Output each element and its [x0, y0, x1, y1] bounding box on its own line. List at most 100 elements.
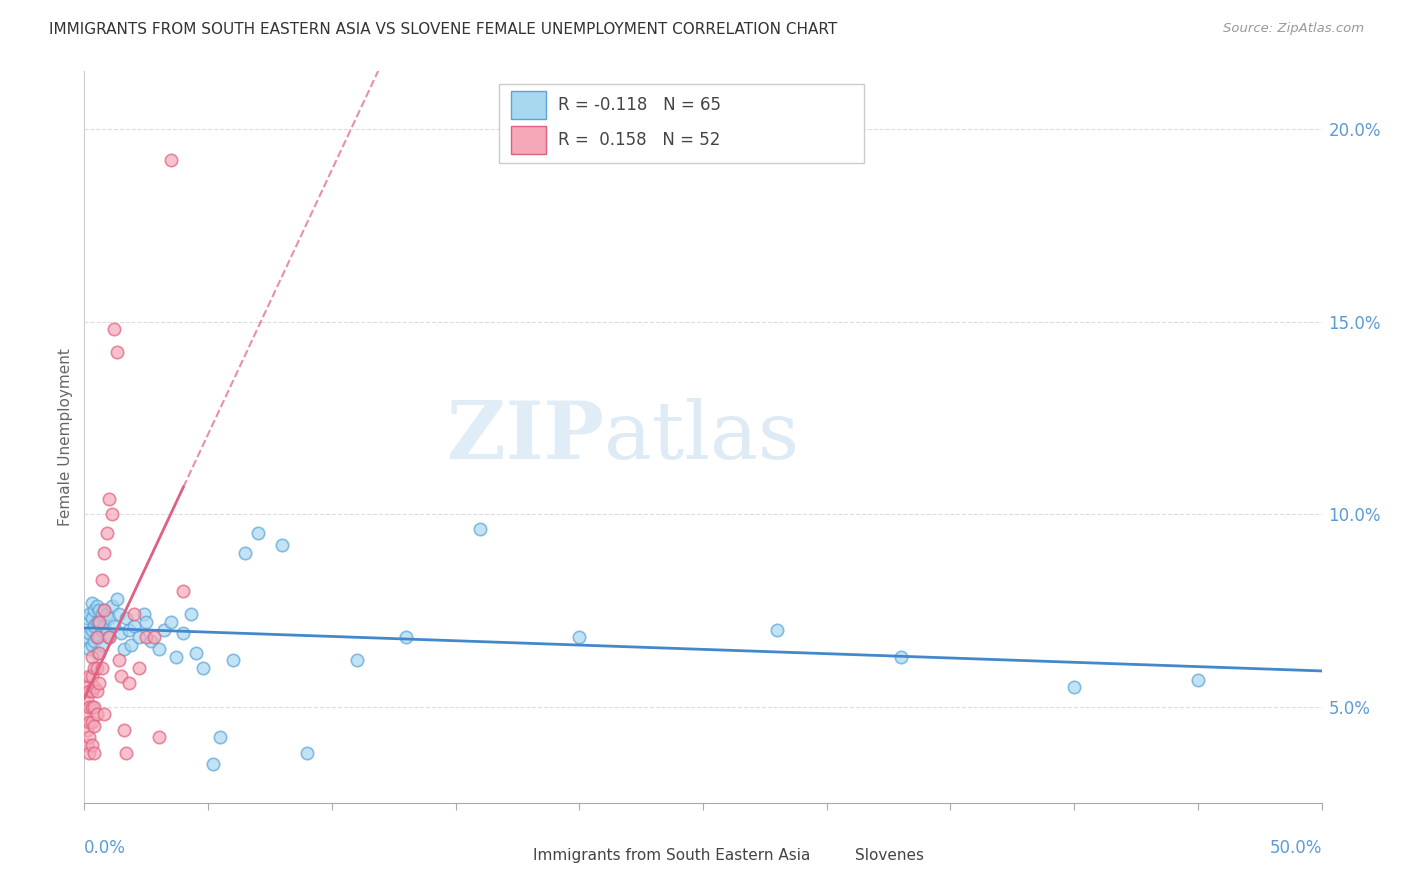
FancyBboxPatch shape [512, 126, 546, 154]
Point [96, 607, 118, 622]
Point [160, 615, 183, 629]
Point [172, 584, 194, 599]
Point [890, 649, 912, 664]
Point [89, 630, 111, 644]
Text: IMMIGRANTS FROM SOUTH EASTERN ASIA VS SLOVENE FEMALE UNEMPLOYMENT CORRELATION CH: IMMIGRANTS FROM SOUTH EASTERN ASIA VS SL… [49, 22, 838, 37]
Point [105, 345, 128, 359]
Point [191, 661, 214, 675]
Text: atlas: atlas [605, 398, 799, 476]
Point [80, 623, 103, 637]
Point [89, 603, 111, 617]
Point [222, 653, 245, 667]
Point [112, 723, 135, 737]
Point [128, 661, 150, 675]
Point [172, 626, 194, 640]
Point [89, 676, 111, 690]
Point [271, 538, 294, 552]
Text: R = -0.118   N = 65: R = -0.118 N = 65 [558, 96, 721, 114]
Point [86, 646, 108, 660]
Point [128, 630, 150, 644]
Point [93, 707, 115, 722]
Point [76, 707, 98, 722]
Point [122, 618, 145, 632]
Point [80, 638, 103, 652]
Point [148, 641, 170, 656]
Point [295, 746, 318, 760]
Point [142, 630, 165, 644]
Text: Slovenes: Slovenes [855, 848, 924, 863]
Point [395, 630, 418, 644]
Point [98, 630, 121, 644]
FancyBboxPatch shape [512, 91, 546, 119]
Point [89, 615, 111, 629]
Point [105, 591, 128, 606]
Point [98, 491, 121, 506]
Point [115, 746, 138, 760]
Point [346, 653, 368, 667]
Point [86, 630, 108, 644]
Point [80, 714, 103, 729]
FancyBboxPatch shape [808, 842, 842, 869]
Point [83, 746, 105, 760]
Point [83, 699, 105, 714]
Point [90, 661, 112, 675]
Point [1187, 673, 1209, 687]
Text: R =  0.158   N = 52: R = 0.158 N = 52 [558, 131, 721, 149]
Point [100, 507, 122, 521]
Point [79, 626, 101, 640]
Point [79, 684, 101, 698]
Point [79, 699, 101, 714]
Point [209, 731, 232, 745]
Point [108, 653, 131, 667]
Point [98, 611, 121, 625]
Point [80, 738, 103, 752]
Point [93, 603, 115, 617]
Point [120, 638, 142, 652]
Point [115, 611, 138, 625]
Point [76, 691, 98, 706]
Point [135, 615, 157, 629]
Point [76, 723, 98, 737]
Point [90, 573, 112, 587]
Point [90, 638, 112, 652]
Point [108, 607, 131, 622]
Point [83, 661, 105, 675]
Point [93, 545, 115, 559]
Point [152, 623, 174, 637]
Point [103, 322, 125, 336]
Point [184, 646, 207, 660]
Point [76, 738, 98, 752]
Point [103, 618, 125, 632]
Text: ZIP: ZIP [447, 398, 605, 476]
Point [98, 630, 121, 644]
Point [112, 641, 135, 656]
Point [148, 731, 170, 745]
Point [90, 607, 112, 622]
Point [96, 526, 118, 541]
Point [79, 669, 101, 683]
Text: 0.0%: 0.0% [84, 839, 127, 857]
Text: Source: ZipAtlas.com: Source: ZipAtlas.com [1223, 22, 1364, 36]
Point [86, 684, 108, 698]
Point [80, 596, 103, 610]
Point [79, 731, 101, 745]
Point [86, 599, 108, 614]
Point [89, 646, 111, 660]
Point [86, 661, 108, 675]
Point [80, 669, 103, 683]
Point [83, 618, 105, 632]
Point [470, 523, 492, 537]
Point [80, 684, 103, 698]
Point [568, 630, 591, 644]
FancyBboxPatch shape [486, 842, 522, 869]
Point [80, 699, 103, 714]
Point [233, 545, 256, 559]
Point [80, 611, 103, 625]
Point [1063, 681, 1085, 695]
Point [118, 676, 141, 690]
Point [86, 615, 108, 629]
Point [76, 681, 98, 695]
Point [76, 630, 98, 644]
Point [86, 630, 108, 644]
Point [79, 714, 101, 729]
